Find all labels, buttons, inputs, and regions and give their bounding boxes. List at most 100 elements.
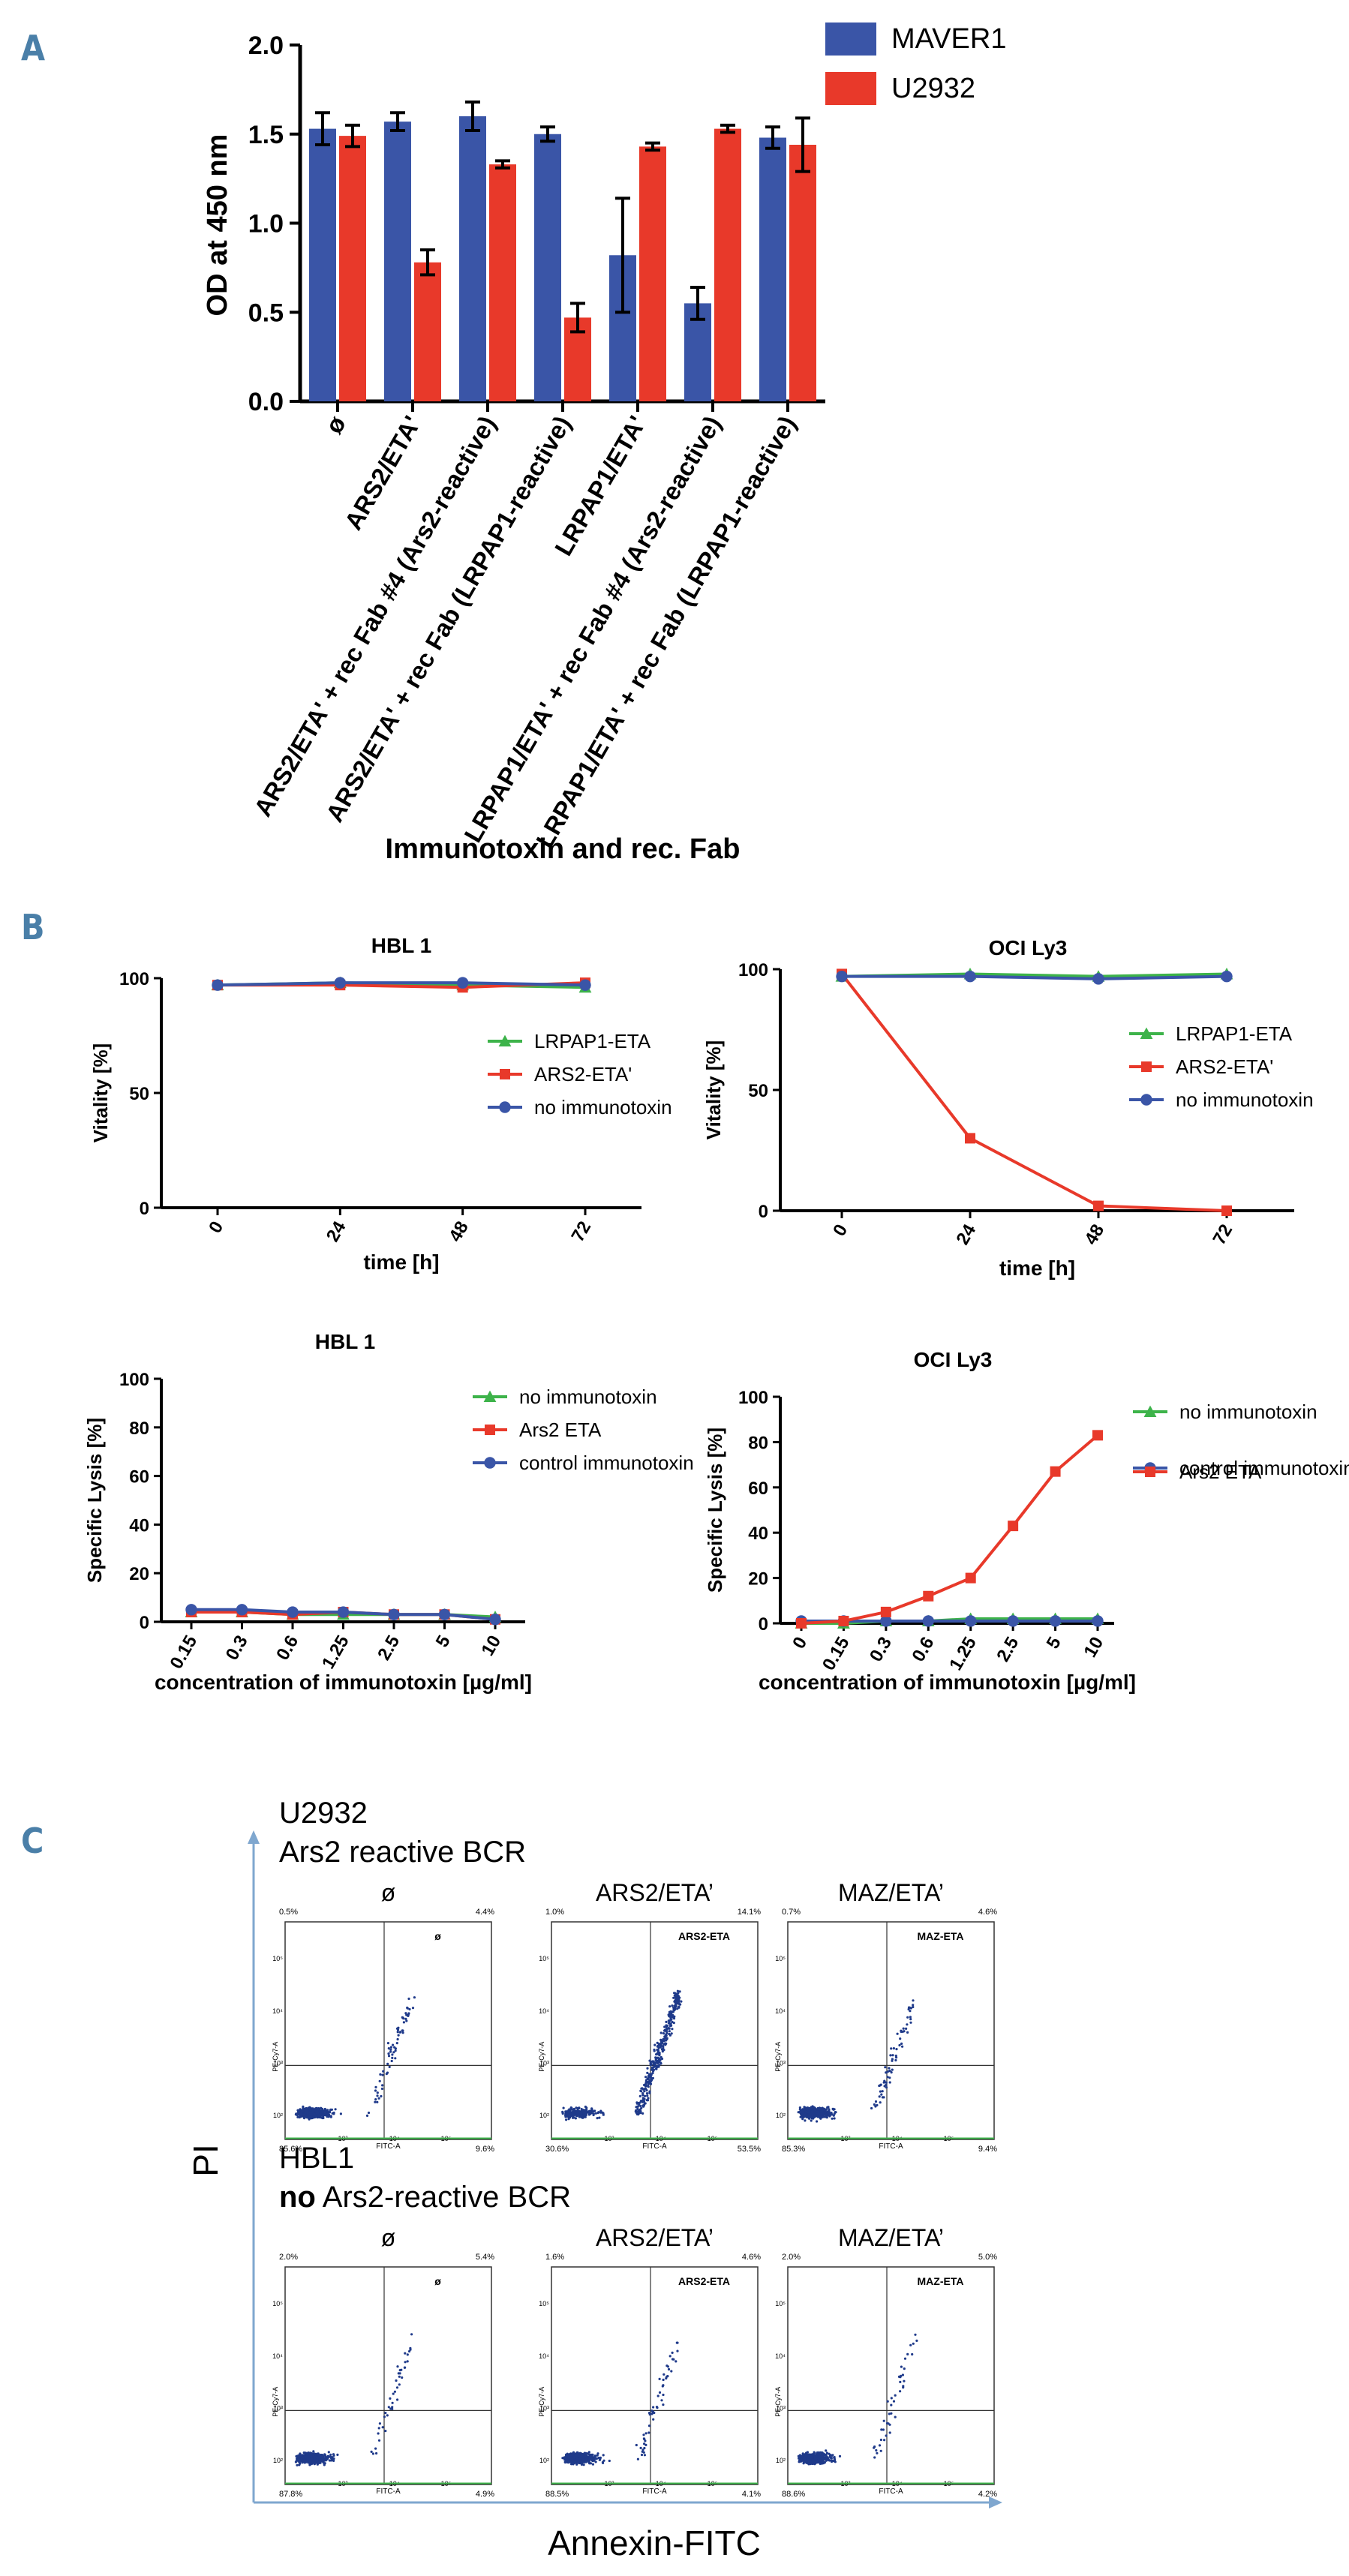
flow-dot [321, 2458, 324, 2461]
flow-dot [827, 2457, 830, 2460]
flow-dot [306, 2457, 309, 2460]
flow-dot [833, 2456, 836, 2459]
marker-square [500, 1069, 510, 1079]
flow-y-tick: 10² [273, 2112, 283, 2119]
flow-dot [376, 2100, 379, 2103]
flow-dot [640, 2453, 644, 2457]
flow-dot [645, 2092, 649, 2095]
flow-dot [890, 2047, 893, 2050]
quadrant-ur-percent: 4.6% [742, 2253, 761, 2262]
flow-dot-cloud [797, 1999, 915, 2123]
flow-dot [650, 2062, 653, 2066]
flow-dot [882, 2428, 885, 2431]
flow-dot [647, 2082, 650, 2085]
flow-dot [408, 2349, 411, 2353]
quadrant-lr-percent: 4.1% [742, 2490, 761, 2499]
y-tick-label: 50 [129, 1084, 149, 1104]
flow-dot [587, 2451, 590, 2454]
flow-dot [803, 2112, 807, 2115]
flow-dot [902, 2385, 905, 2388]
flow-dot [832, 2114, 835, 2117]
flow-dot [574, 2454, 577, 2457]
flow-dot [578, 2115, 581, 2118]
flow-dot-cloud [797, 2333, 918, 2466]
flow-dot [637, 2102, 640, 2105]
y-tick-label: 80 [748, 1433, 768, 1453]
marker-circle [438, 1608, 451, 1620]
flow-dot [673, 2004, 676, 2007]
flow-dot [914, 2333, 917, 2336]
flow-dot [404, 2352, 407, 2355]
flow-dot [578, 2460, 581, 2463]
flow-dot [592, 2112, 595, 2115]
flow-dot [636, 2105, 639, 2108]
flow-dot [882, 2419, 885, 2422]
flow-dot [906, 2352, 909, 2355]
flow-dot [647, 2412, 651, 2415]
flow-dot [888, 2081, 891, 2084]
flow-dot [329, 2115, 332, 2118]
flow-plot-title: ø [381, 2224, 396, 2251]
flow-dot [647, 2078, 650, 2081]
flow-dot [678, 2006, 681, 2009]
flow-dot [648, 2059, 651, 2062]
x-tick-label: 48 [1080, 1221, 1108, 1249]
flow-dot [885, 2081, 888, 2084]
quadrant-ul-percent: 2.0% [782, 2253, 801, 2262]
flow-dot [656, 2049, 659, 2052]
flow-dot [608, 2459, 611, 2463]
flow-dot [816, 2112, 819, 2115]
legend-label: LRPAP1-ETA [534, 1030, 651, 1052]
flow-dot [564, 2115, 567, 2118]
flow-dot [833, 2458, 837, 2462]
flow-dot [888, 2069, 891, 2073]
flow-dot [832, 2108, 835, 2111]
flow-dot [665, 2024, 668, 2027]
flow-dot [321, 2116, 324, 2120]
flow-dot [831, 2117, 834, 2120]
flow-dot [389, 2046, 393, 2049]
series-line [840, 973, 1227, 1212]
flow-dot [807, 2109, 810, 2112]
flow-dot [302, 2109, 305, 2112]
flow-dot [668, 2355, 671, 2358]
flow-dot [652, 2418, 655, 2421]
marker-square [1221, 1205, 1232, 1216]
flow-dot [649, 2074, 652, 2077]
flow-dot [667, 2019, 670, 2022]
y-axis-title: Specific Lysis [%] [83, 1418, 106, 1583]
flow-dot [313, 2112, 316, 2116]
flow-dot [299, 2108, 302, 2111]
flow-dot [825, 2451, 828, 2454]
annexin-axis-label: Annexin-FITC [548, 2523, 761, 2562]
flow-dot [890, 2397, 893, 2400]
x-tick-label: 0 [829, 1221, 852, 1240]
flow-dot [660, 2399, 663, 2402]
flow-dot [395, 2042, 398, 2045]
flow-dot [327, 2115, 330, 2118]
flow-dot [798, 2460, 801, 2463]
flow-dot [673, 1992, 676, 1995]
flow-dot [402, 2021, 406, 2024]
flow-dot [392, 2051, 395, 2054]
chart-title: OCI Ly3 [989, 936, 1068, 959]
x-axis-title: Immunotoxin and rec. Fab [386, 833, 741, 865]
flow-dot [659, 2062, 662, 2065]
flow-dot [336, 2453, 339, 2456]
marker-square [880, 1606, 891, 1617]
flow-y-tick: 10³ [776, 2404, 786, 2412]
flow-dot [305, 2107, 308, 2110]
flow-dot [406, 2353, 409, 2356]
flow-dot [797, 2111, 800, 2114]
flow-dot [820, 2451, 823, 2454]
marker-square [485, 1425, 495, 1435]
flow-dot [819, 2110, 822, 2113]
marker-circle [836, 970, 848, 983]
flow-dot-cloud [561, 2341, 679, 2466]
y-tick-label: 0 [140, 1199, 149, 1219]
flow-dot [671, 2020, 674, 2024]
flow-dot [672, 1996, 675, 1999]
flow-dot [308, 2460, 311, 2463]
flow-plot-title: ø [381, 1879, 396, 1906]
marker-circle [287, 1606, 299, 1618]
